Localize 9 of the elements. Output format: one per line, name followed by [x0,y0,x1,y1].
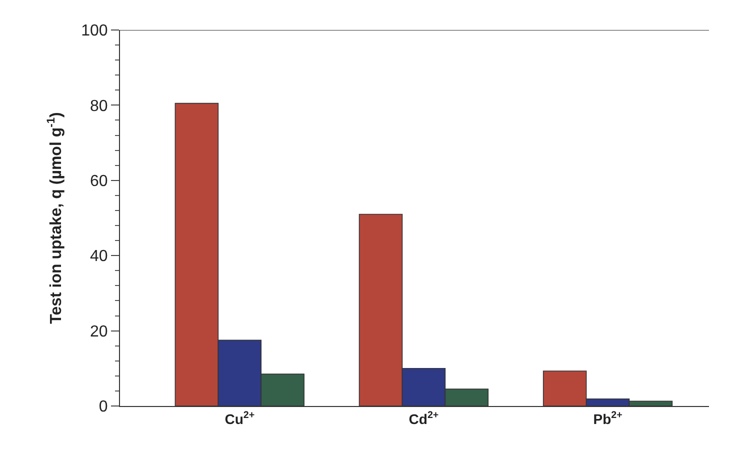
y-tick-label: 40 [90,248,108,266]
y-tick-label: 80 [90,98,108,115]
x-tick-label: Pb$^{2+}$ [593,410,623,427]
y-tick-label: 60 [90,173,108,190]
x-tick-label: Cd$^{2+}$ [408,410,439,427]
y-tick-label: 0 [98,398,108,416]
y-tick-label: 20 [90,323,108,340]
x-tick-label: Cu$^{2+}$ [224,410,255,427]
y-tick-label: 100 [81,22,108,40]
